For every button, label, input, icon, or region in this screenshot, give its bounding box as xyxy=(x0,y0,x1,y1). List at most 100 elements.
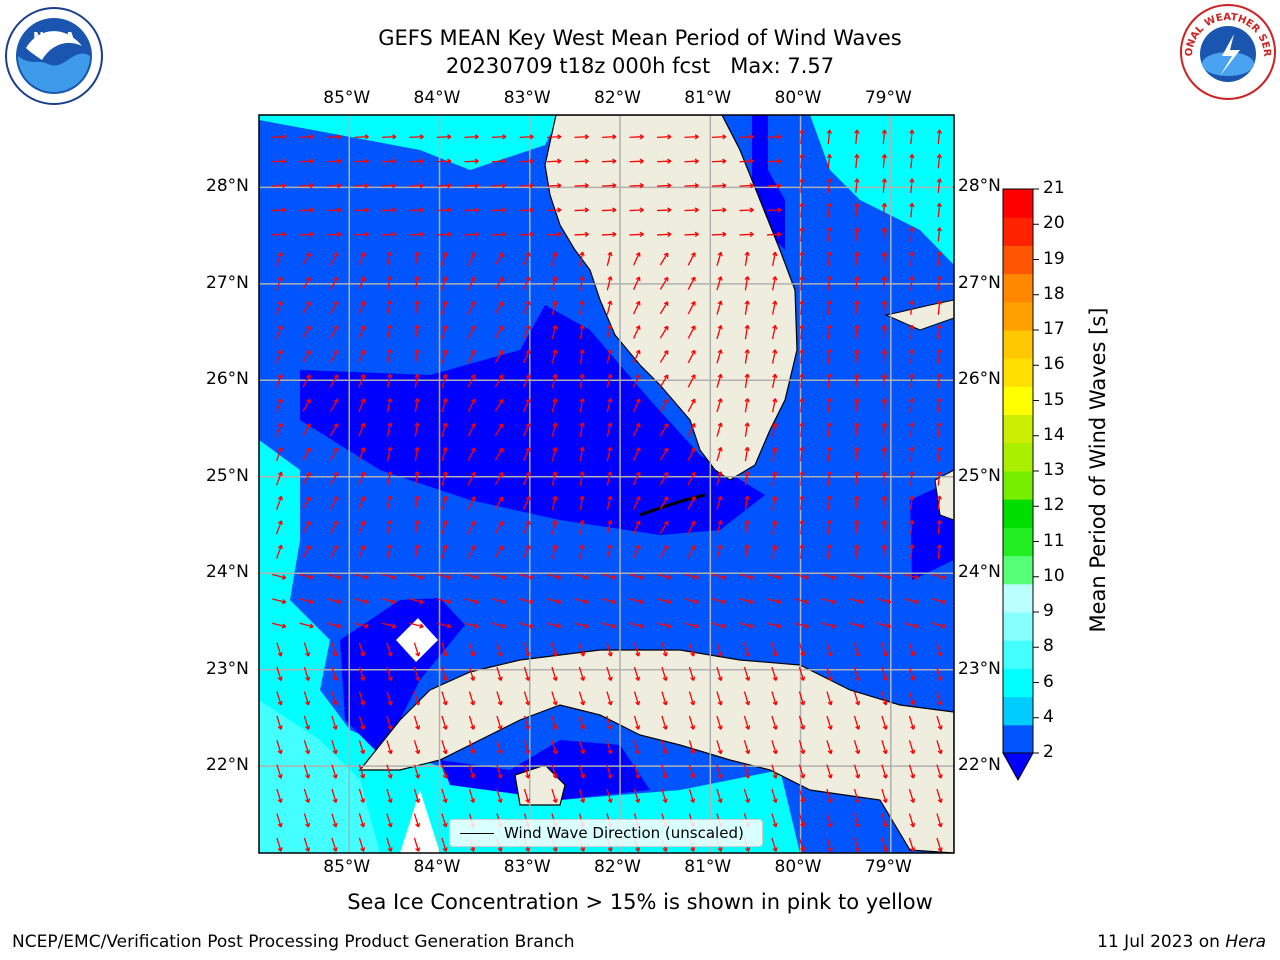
wind-arrow xyxy=(302,350,311,364)
wind-arrow xyxy=(712,598,726,603)
wind-arrow xyxy=(716,496,722,510)
wind-arrow-head xyxy=(474,158,479,164)
wind-arrow xyxy=(827,349,831,364)
wind-arrow-head xyxy=(717,398,723,403)
wind-arrow-head xyxy=(552,774,558,779)
wind-arrow-head xyxy=(639,231,644,238)
wind-arrow xyxy=(579,544,584,559)
wind-arrow-head xyxy=(745,652,751,657)
wind-arrow-head xyxy=(580,652,586,657)
wind-arrow xyxy=(578,691,585,706)
wind-arrow-head xyxy=(607,471,613,476)
wind-arrow-head xyxy=(306,301,311,306)
wind-arrow xyxy=(716,788,722,803)
wind-arrow-head xyxy=(772,847,778,852)
wind-arrow xyxy=(936,813,942,828)
wind-arrow xyxy=(771,837,777,852)
wind-arrow xyxy=(602,598,616,603)
wind-arrow-head xyxy=(442,749,448,755)
wind-arrow xyxy=(661,764,667,779)
wind-arrow-head xyxy=(662,798,668,803)
wind-arrow-head xyxy=(826,154,832,159)
wind-arrow xyxy=(766,233,782,236)
wind-arrow-head xyxy=(306,471,311,477)
wind-arrow-head xyxy=(854,154,860,159)
wind-arrow xyxy=(853,837,860,852)
colorbar-tick-label: 21 xyxy=(1043,178,1065,198)
wind-arrow-head xyxy=(827,652,833,657)
wind-arrow-head xyxy=(333,349,339,355)
wind-arrow xyxy=(937,520,941,535)
wind-arrow-head xyxy=(525,496,531,501)
wind-arrow xyxy=(606,666,612,681)
wind-arrow-head xyxy=(360,495,366,501)
wind-arrow-head xyxy=(415,822,421,828)
wind-arrow-head xyxy=(936,544,942,549)
wind-arrow-head xyxy=(336,599,342,605)
wind-arrow-head xyxy=(336,623,342,629)
wind-arrow-head xyxy=(552,798,558,803)
wind-arrow-head xyxy=(305,798,311,803)
wind-arrow xyxy=(551,325,557,340)
wind-arrow-head xyxy=(332,774,338,779)
wind-arrow xyxy=(855,129,858,145)
wind-arrow-head xyxy=(607,495,613,501)
wind-arrow xyxy=(275,496,283,510)
wind-arrow xyxy=(771,374,777,388)
wind-arrow-head xyxy=(826,398,832,403)
colorbar-segment xyxy=(1003,724,1033,754)
wind-arrow xyxy=(855,227,858,242)
wind-arrow-head xyxy=(663,545,669,550)
wind-arrow-head xyxy=(470,545,476,550)
wind-arrow-head xyxy=(909,129,915,134)
wind-arrow xyxy=(659,423,669,437)
wind-arrow-head xyxy=(607,847,613,852)
wind-arrow xyxy=(299,233,314,236)
wind-arrow-head xyxy=(525,544,531,550)
wind-arrow xyxy=(519,160,534,163)
wind-arrow-head xyxy=(525,252,531,257)
wind-arrow-head xyxy=(667,158,672,164)
wind-arrow xyxy=(523,740,530,754)
wind-arrow xyxy=(468,715,475,730)
wind-arrow-head xyxy=(333,520,339,526)
wind-arrow-head xyxy=(306,520,311,526)
wind-arrow-head xyxy=(826,129,832,134)
wind-arrow xyxy=(849,622,864,628)
wind-arrow-head xyxy=(333,471,339,477)
wind-arrow-head xyxy=(909,520,915,525)
wind-arrow-head xyxy=(910,725,916,730)
wind-arrow xyxy=(494,277,504,290)
wind-arrow-head xyxy=(635,374,641,379)
wind-arrow xyxy=(716,447,722,462)
wind-arrow-head xyxy=(277,373,283,379)
wind-arrow xyxy=(441,813,447,828)
wind-arrow-head xyxy=(474,599,479,605)
wind-arrow xyxy=(881,691,887,706)
wind-arrow xyxy=(601,233,617,236)
wind-arrow xyxy=(937,349,941,364)
lat-left-label: 24°N xyxy=(206,562,249,583)
wind-arrow xyxy=(882,154,886,169)
wind-arrow xyxy=(855,447,858,462)
wind-arrow xyxy=(414,300,419,315)
wind-arrow-head xyxy=(607,652,613,657)
wind-arrow xyxy=(579,495,584,511)
wind-arrow xyxy=(849,573,864,579)
wind-arrow xyxy=(494,423,504,437)
wind-arrow-head xyxy=(415,798,421,803)
wind-arrow xyxy=(579,325,584,340)
wind-arrow xyxy=(437,622,451,628)
wind-arrow-head xyxy=(584,574,589,580)
wind-arrow xyxy=(522,496,531,510)
wind-arrow xyxy=(661,642,667,657)
wind-arrow-head xyxy=(663,374,669,380)
wind-arrow-head xyxy=(881,422,887,427)
wind-arrow-head xyxy=(336,574,342,580)
wind-arrow xyxy=(414,373,419,389)
wind-arrow xyxy=(381,184,397,187)
wind-arrow-head xyxy=(855,700,861,706)
wind-arrow xyxy=(523,642,530,657)
wind-arrow xyxy=(716,300,722,315)
wind-arrow xyxy=(551,715,557,730)
